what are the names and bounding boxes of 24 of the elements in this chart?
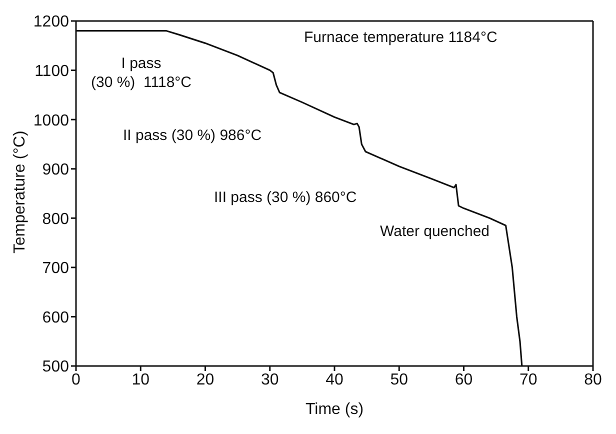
x-tick-label: 50: [390, 371, 408, 388]
x-tick-label: 70: [519, 371, 538, 388]
x-tick-label: 0: [72, 371, 81, 388]
y-tick-label: 800: [42, 210, 70, 228]
annotation: Furnace temperature 1184°C: [304, 28, 498, 47]
y-tick-label: 1100: [34, 62, 70, 80]
y-tick-label: 1000: [33, 112, 70, 130]
y-tick-label: 1200: [33, 14, 70, 31]
x-tick-label: 10: [132, 371, 150, 388]
annotation: Water quenched: [380, 222, 490, 241]
x-tick-label: 20: [196, 371, 214, 388]
y-tick-label: 900: [42, 162, 70, 179]
x-tick-label: 60: [454, 371, 473, 388]
annotation: I pass (30 %) 1118°C: [91, 54, 192, 92]
y-axis-title: Temperature (°C): [12, 130, 29, 254]
x-tick-label: 30: [260, 371, 279, 388]
annotation: III pass (30 %) 860°C: [214, 188, 357, 207]
x-tick-label: 80: [584, 371, 602, 388]
y-tick-label: 500: [42, 358, 70, 376]
x-axis-title: Time (s): [305, 401, 364, 418]
x-tick-label: 40: [326, 371, 344, 388]
annotation: II pass (30 %) 986°C: [123, 126, 262, 145]
y-tick-label: 600: [42, 309, 70, 326]
y-tick-label: 700: [42, 260, 70, 278]
